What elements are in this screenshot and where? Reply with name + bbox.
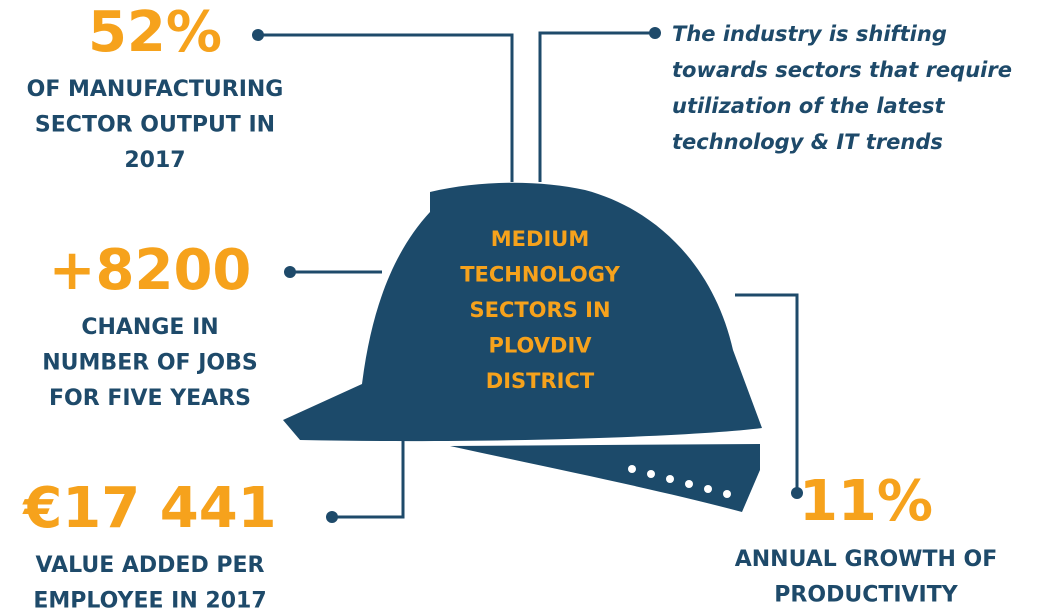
stat-value: €17 441 <box>21 476 276 541</box>
stat-label: OF MANUFACTURING <box>27 77 284 102</box>
visor-dots <box>628 465 731 498</box>
stat-value: +8200 <box>49 238 252 303</box>
stat-value: 11% <box>799 469 933 534</box>
helmet-label: TECHNOLOGY <box>460 263 620 287</box>
stat-label: CHANGE IN <box>81 315 218 340</box>
stat-label: SECTOR OUTPUT IN <box>35 113 275 138</box>
helmet-label: PLOVDIV <box>488 334 592 358</box>
note-line: towards sectors that require <box>672 58 1012 82</box>
connectors <box>252 27 803 523</box>
helmet-label: DISTRICT <box>486 369 595 393</box>
note-line: The industry is shifting <box>672 22 947 46</box>
helmet <box>283 182 762 442</box>
stat-label: ANNUAL GROWTH OF <box>735 547 998 572</box>
stat-label: VALUE ADDED PER <box>36 553 265 578</box>
stat-label: 2017 <box>124 148 185 173</box>
stat-label: FOR FIVE YEARS <box>49 386 251 411</box>
stat-label: NUMBER OF JOBS <box>42 351 257 376</box>
stat-value: 52% <box>88 0 222 65</box>
helmet-visor <box>450 444 760 512</box>
note-line: technology & IT trends <box>672 130 943 154</box>
stat-label: EMPLOYEE IN 2017 <box>33 589 266 614</box>
note-line: utilization of the latest <box>672 94 945 118</box>
helmet-label: SECTORS IN <box>469 298 610 322</box>
stat-label: PRODUCTIVITY <box>774 583 958 608</box>
helmet-label: MEDIUM <box>491 227 589 251</box>
